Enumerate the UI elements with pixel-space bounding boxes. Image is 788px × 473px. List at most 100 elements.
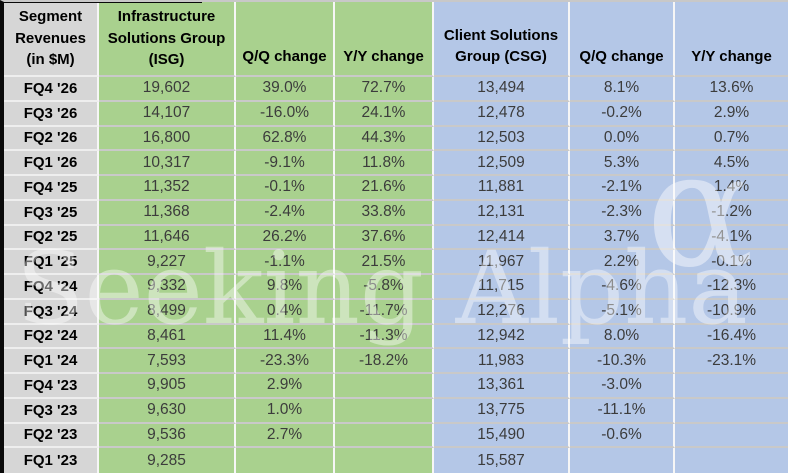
value-cell [335, 374, 434, 399]
value-cell: 9.8% [236, 275, 335, 300]
value-cell: 13,775 [434, 398, 570, 424]
value-cell: -0.2% [570, 101, 675, 127]
value-cell [335, 448, 434, 473]
value-cell: 21.6% [335, 176, 434, 201]
value-cell: 62.8% [236, 126, 335, 152]
value-cell: 21.5% [335, 250, 434, 275]
value-cell [570, 448, 675, 473]
value-cell: 12,276 [434, 299, 570, 325]
value-cell [675, 448, 788, 473]
header-csg-qq-change: Q/Q change [570, 2, 675, 77]
value-cell [335, 398, 434, 424]
value-cell: -2.3% [570, 200, 675, 226]
row-label: FQ1 '23 [4, 448, 99, 473]
value-cell: 5.3% [570, 151, 675, 176]
value-cell: 9,227 [99, 250, 236, 275]
top-border-artifact [4, 2, 202, 3]
value-cell: 10,317 [99, 151, 236, 176]
value-cell: 14,107 [99, 101, 236, 127]
value-cell: 11,715 [434, 275, 570, 300]
value-cell [675, 374, 788, 399]
value-cell: -4.6% [570, 275, 675, 300]
value-cell: 16,800 [99, 126, 236, 152]
header-csg: Client Solutions Group (CSG) [434, 2, 570, 77]
value-cell [675, 398, 788, 424]
value-cell: 11,352 [99, 176, 236, 201]
value-cell [236, 448, 335, 473]
value-cell: -2.4% [236, 200, 335, 226]
value-cell: -5.1% [570, 299, 675, 325]
table: Segment Revenues (in $M) Infrastructure … [4, 2, 788, 473]
value-cell: -10.9% [675, 299, 788, 325]
header-csg-yy-change: Y/Y change [675, 2, 788, 77]
value-cell: 11.4% [236, 324, 335, 350]
value-cell: 11,368 [99, 200, 236, 226]
value-cell: 0.4% [236, 299, 335, 325]
value-cell: -1.2% [675, 200, 788, 226]
value-cell: -0.6% [570, 423, 675, 449]
value-cell: -0.1% [675, 250, 788, 275]
value-cell: -23.1% [675, 349, 788, 374]
value-cell: 8,461 [99, 324, 236, 350]
value-cell: 3.7% [570, 225, 675, 251]
value-cell: -1.1% [236, 250, 335, 275]
value-cell: -10.3% [570, 349, 675, 374]
row-label: FQ3 '26 [4, 101, 99, 127]
value-cell: 44.3% [335, 126, 434, 152]
value-cell: 13,494 [434, 77, 570, 102]
value-cell: 11,646 [99, 225, 236, 251]
value-cell: 19,602 [99, 77, 236, 102]
value-cell: 0.0% [570, 126, 675, 152]
row-label: FQ3 '23 [4, 398, 99, 424]
value-cell: 7,593 [99, 349, 236, 374]
row-label: FQ4 '23 [4, 374, 99, 399]
value-cell: 1.4% [675, 176, 788, 201]
value-cell: 39.0% [236, 77, 335, 102]
header-isg-qq-change: Q/Q change [236, 2, 335, 77]
value-cell: 0.7% [675, 126, 788, 152]
value-cell: 11.8% [335, 151, 434, 176]
row-label: FQ1 '26 [4, 151, 99, 176]
value-cell: 8,499 [99, 299, 236, 325]
value-cell: -0.1% [236, 176, 335, 201]
value-cell: 12,414 [434, 225, 570, 251]
value-cell: 11,983 [434, 349, 570, 374]
value-cell [335, 423, 434, 449]
value-cell: 11,967 [434, 250, 570, 275]
value-cell: 4.5% [675, 151, 788, 176]
value-cell: 9,905 [99, 374, 236, 399]
value-cell: 2.7% [236, 423, 335, 449]
value-cell: 24.1% [335, 101, 434, 127]
value-cell: -9.1% [236, 151, 335, 176]
row-label: FQ4 '25 [4, 176, 99, 201]
value-cell: 12,509 [434, 151, 570, 176]
row-label: FQ2 '23 [4, 423, 99, 449]
value-cell: 9,630 [99, 398, 236, 424]
value-cell: 72.7% [335, 77, 434, 102]
row-label: FQ3 '24 [4, 299, 99, 325]
value-cell: 26.2% [236, 225, 335, 251]
value-cell: 12,503 [434, 126, 570, 152]
value-cell: 37.6% [335, 225, 434, 251]
value-cell: -16.0% [236, 101, 335, 127]
value-cell: 2.2% [570, 250, 675, 275]
row-label: FQ4 '26 [4, 77, 99, 102]
value-cell: 13,361 [434, 374, 570, 399]
value-cell: 12,131 [434, 200, 570, 226]
value-cell: 12,478 [434, 101, 570, 127]
value-cell: 9,536 [99, 423, 236, 449]
value-cell: 8.0% [570, 324, 675, 350]
value-cell: 8.1% [570, 77, 675, 102]
value-cell: -18.2% [335, 349, 434, 374]
value-cell: -2.1% [570, 176, 675, 201]
row-label: FQ1 '24 [4, 349, 99, 374]
value-cell: 15,490 [434, 423, 570, 449]
row-label: FQ3 '25 [4, 200, 99, 226]
value-cell: -12.3% [675, 275, 788, 300]
value-cell: -23.3% [236, 349, 335, 374]
header-segment-revenues: Segment Revenues (in $M) [4, 2, 99, 77]
header-isg-yy-change: Y/Y change [335, 2, 434, 77]
value-cell: 9,285 [99, 448, 236, 473]
value-cell: 1.0% [236, 398, 335, 424]
